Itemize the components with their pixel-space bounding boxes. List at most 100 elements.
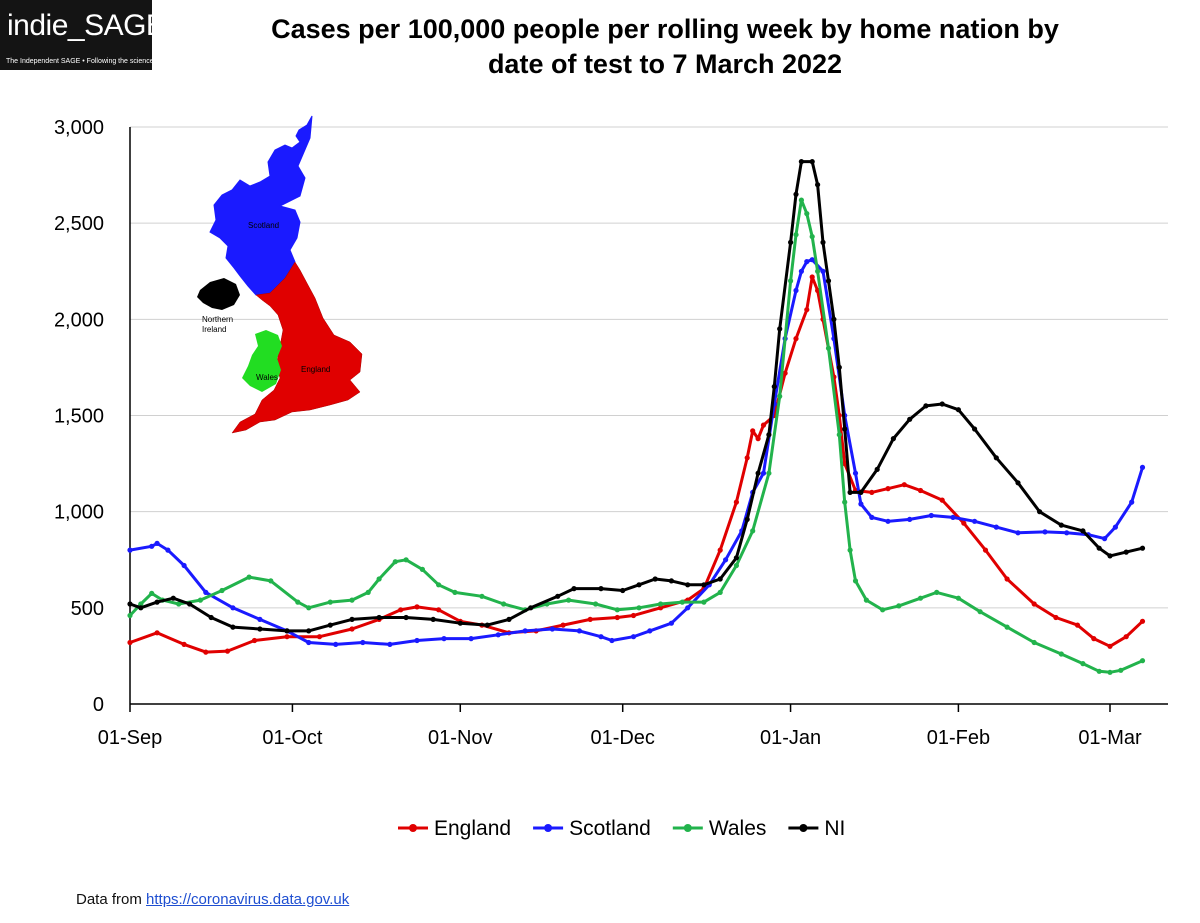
data-point-england [224,648,231,654]
data-point-ni [208,614,214,621]
data-point-scotland [495,632,501,638]
data-point-england [630,612,637,619]
data-point-ni [403,614,409,621]
legend-label-wales: Wales [709,817,767,840]
x-tick-label: 01-Feb [927,727,990,749]
data-point-england [414,604,420,610]
data-point-wales [376,576,382,582]
data-point-wales [295,599,301,605]
x-tick-label: 01-Oct [262,727,322,749]
data-point-ni [327,622,333,628]
data-point-wales [896,603,902,609]
data-point-scotland [907,516,913,523]
data-point-scotland [165,547,171,553]
data-point-ni [777,326,783,332]
data-point-england [809,274,815,280]
data-point-wales [788,278,794,284]
data-point-scotland [441,636,447,642]
data-point-wales [436,582,442,588]
chart-title-line-2: date of test to 7 March 2022 [487,49,843,79]
data-point-wales [566,597,572,603]
data-point-wales [777,393,783,399]
data-point-scotland [1139,464,1146,470]
data-point-wales [452,589,458,596]
data-point-scotland [950,514,956,521]
data-point-wales [809,234,815,240]
data-point-england [869,489,875,495]
data-point-wales [658,601,664,607]
data-point-wales [852,578,859,584]
data-point-wales [327,599,333,605]
legend-label-scotland: Scotland [569,817,651,840]
data-point-wales [419,566,425,573]
northern-ireland-map-label-1: Northern [202,315,233,324]
data-point-scotland [230,605,236,611]
series-line-wales [128,198,1144,674]
data-point-wales [1139,658,1146,664]
data-point-ni [257,626,263,632]
data-point-scotland [203,589,209,596]
data-point-wales [825,345,832,351]
data-point-ni [923,403,929,409]
data-point-wales [246,574,252,580]
data-point-ni [571,586,577,592]
legend-label-england: England [434,817,511,840]
data-point-ni [484,622,490,628]
data-point-ni [701,582,707,588]
data-point-england [733,499,740,505]
data-point-ni [457,620,463,626]
data-point-ni [766,432,772,438]
data-point-ni [1037,509,1043,515]
logo-text: indie_SAGE [7,9,166,42]
y-tick-label: 1,000 [54,502,104,524]
data-point-ni [771,384,777,390]
data-point-scotland [685,605,691,611]
data-point-england [842,461,848,467]
data-point-scotland [869,514,875,521]
y-tick-label: 2,500 [54,213,104,235]
england-region [231,261,363,434]
wales-region [242,330,282,392]
data-point-scotland [1064,530,1070,536]
data-point-england [717,547,723,553]
data-point-england [614,614,620,621]
legend-marker-scotland [544,824,553,832]
scotland-map-label: Scotland [248,221,279,230]
data-point-ni [598,586,604,592]
source-prefix: Data from [76,891,147,908]
data-point-ni [555,593,561,599]
legend-marker-wales [683,824,692,832]
data-point-ni [127,601,133,607]
data-point-ni [788,239,794,245]
data-point-scotland [798,268,805,274]
data-point-scotland [306,639,312,646]
x-tick-label: 01-Dec [590,727,654,749]
data-point-england [755,436,761,442]
data-point-wales [127,612,133,619]
source-link[interactable]: https://coronavirus.data.gov.uk [146,891,350,908]
data-series [127,159,1146,675]
data-point-ni [809,159,815,165]
data-point-ni [972,426,978,432]
data-point-scotland [793,287,799,294]
data-point-ni [1096,545,1102,551]
data-point-ni [528,605,534,611]
data-point-ni [1139,545,1146,551]
data-point-scotland [885,518,891,524]
data-point-wales [636,605,642,611]
data-point-scotland [630,634,637,640]
data-point-scotland [154,540,160,547]
data-point-ni [349,616,355,623]
x-tick-label: 01-Nov [428,727,492,749]
data-point-wales [815,268,821,274]
legend-marker-ni [799,824,808,832]
data-point-scotland [723,557,729,563]
data-point-ni [798,159,805,165]
data-point-scotland [1015,530,1021,536]
data-point-england [793,336,799,342]
data-point-ni [815,182,821,188]
y-tick-label: 3,000 [54,117,104,139]
data-point-scotland [852,470,859,476]
data-point-england [203,649,209,655]
data-point-wales [149,590,155,597]
